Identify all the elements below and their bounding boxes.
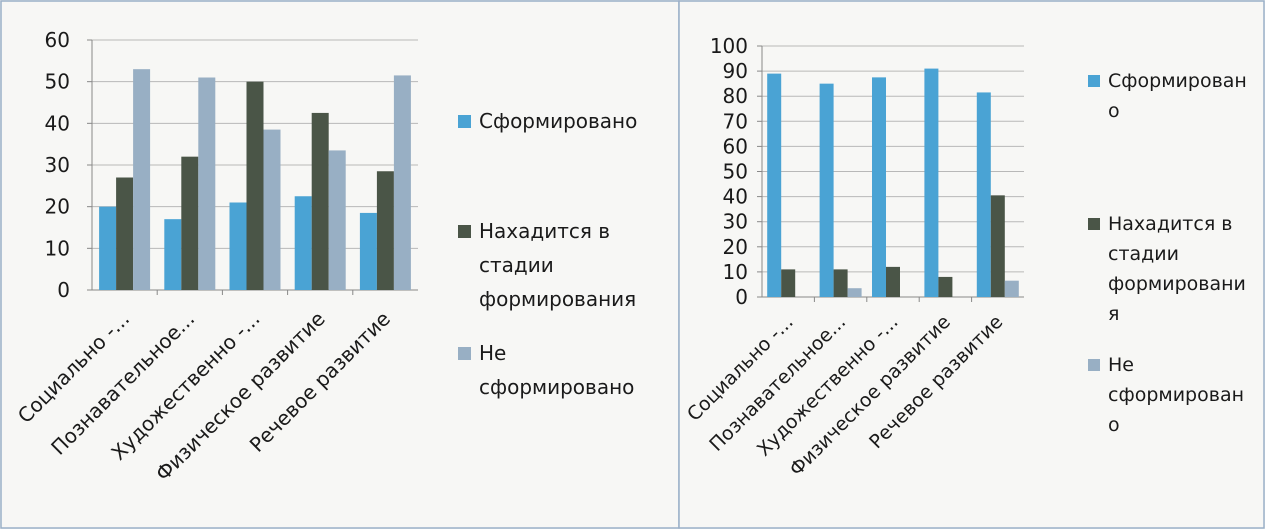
legend-label-line: стадии: [1108, 243, 1179, 265]
y-tick-label: 40: [45, 111, 70, 135]
bar-3: [133, 69, 150, 290]
legend-label-line: стадии: [479, 253, 554, 277]
legend-label-line: формирования: [479, 287, 636, 311]
y-tick-label: 60: [723, 134, 748, 158]
bar-2: [247, 82, 264, 290]
legend-label-line: формировани: [1108, 273, 1246, 295]
bar-3: [329, 150, 346, 290]
legend-label-line: Сформировано: [479, 109, 637, 133]
bar-3: [198, 78, 215, 291]
bar-3: [394, 75, 411, 290]
legend-label-line: о: [1108, 414, 1120, 436]
y-tick-label: 10: [723, 260, 748, 284]
legend-label-line: сформировано: [479, 375, 634, 399]
bar-3: [264, 130, 281, 290]
bar-1: [924, 69, 938, 297]
legend-swatch: [458, 115, 471, 128]
bar-2: [181, 157, 198, 290]
y-tick-label: 100: [710, 34, 748, 58]
y-tick-label: 60: [45, 28, 70, 52]
bar-1: [295, 196, 312, 290]
y-tick-label: 50: [45, 70, 70, 94]
bar-2: [886, 267, 900, 297]
bar-1: [230, 203, 247, 291]
bar-1: [977, 92, 991, 297]
legend-label-line: я: [1108, 303, 1119, 325]
bar-1: [164, 219, 181, 290]
bar-2: [116, 178, 133, 291]
y-tick-label: 20: [723, 235, 748, 259]
bar-2: [377, 171, 394, 290]
bar-2: [834, 269, 848, 297]
legend-label: Сформировано: [479, 109, 637, 133]
y-tick-label: 70: [723, 109, 748, 133]
bar-1: [767, 74, 781, 297]
legend-swatch: [458, 347, 471, 360]
legend-swatch: [1088, 359, 1100, 371]
y-tick-label: 40: [723, 185, 748, 209]
bar-1: [820, 84, 834, 297]
bar-3: [1005, 281, 1019, 297]
bar-2: [991, 195, 1005, 297]
bar-1: [872, 77, 886, 297]
legend-label-line: Не: [1108, 354, 1134, 376]
bar-2: [938, 277, 952, 297]
legend-label-line: о: [1108, 100, 1120, 122]
legend-label-line: сформирован: [1108, 384, 1244, 406]
bar-1: [360, 213, 377, 290]
y-tick-label: 90: [723, 59, 748, 83]
y-tick-label: 30: [723, 210, 748, 234]
legend-label-line: Нахадится в: [1108, 213, 1232, 235]
legend-label-line: Сформирован: [1108, 70, 1247, 92]
bar-2: [312, 113, 329, 290]
legend-label-line: Не: [479, 341, 506, 365]
bar-1: [99, 207, 116, 290]
y-tick-label: 10: [45, 236, 70, 260]
legend-label-line: Нахадится в: [479, 219, 610, 243]
y-tick-label: 20: [45, 195, 70, 219]
y-tick-label: 50: [723, 160, 748, 184]
bar-3: [848, 288, 862, 297]
legend-swatch: [1088, 218, 1100, 230]
legend-swatch: [1088, 75, 1100, 87]
y-tick-label: 0: [735, 285, 748, 309]
y-tick-label: 0: [57, 278, 70, 302]
legend-swatch: [458, 225, 471, 238]
bar-2: [781, 269, 795, 297]
y-tick-label: 80: [723, 84, 748, 108]
y-tick-label: 30: [45, 153, 70, 177]
